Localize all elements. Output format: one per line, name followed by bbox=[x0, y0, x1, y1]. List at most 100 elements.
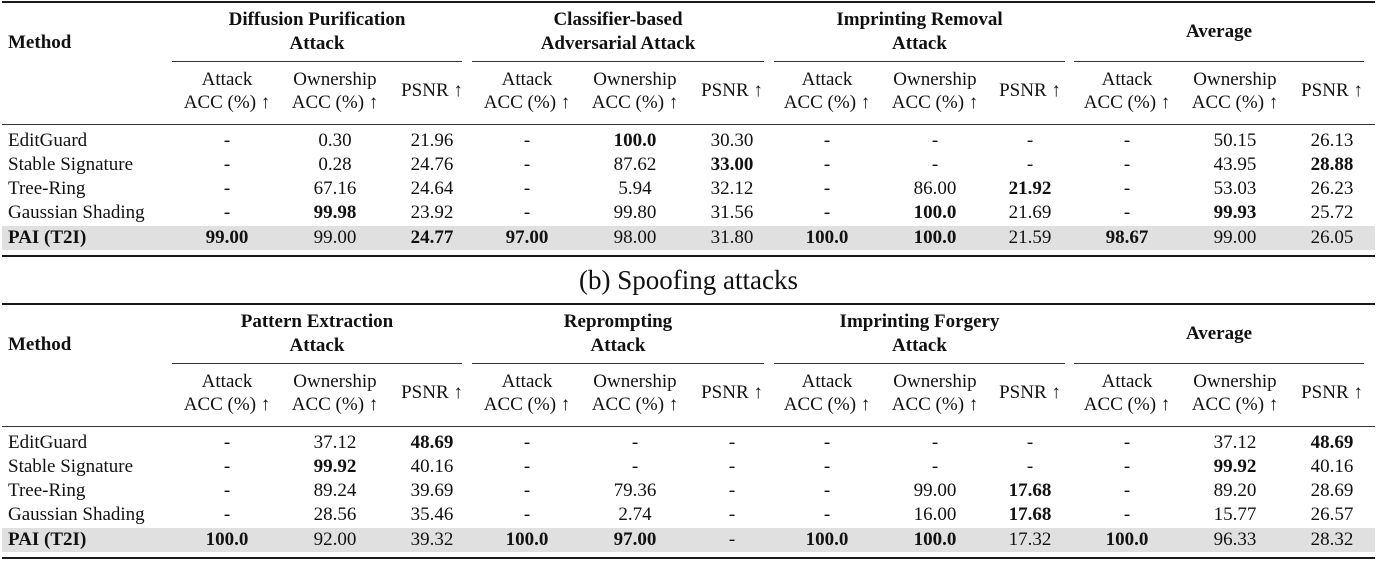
sub-header-line: ACC (%) ↑ bbox=[1083, 92, 1171, 113]
table-cell: - bbox=[823, 504, 831, 525]
sub-header-line: Attack bbox=[801, 69, 853, 90]
sub-header-line: Attack bbox=[501, 371, 553, 392]
table-cell: 17.68 bbox=[1008, 504, 1052, 525]
table-cell: 28.88 bbox=[1310, 154, 1354, 175]
method-name: EditGuard bbox=[8, 130, 88, 151]
table-row: Stable Signature - 99.92 40.16 - - - - - - - 99.92 4… bbox=[2, 455, 1375, 479]
group-header-line1: Average bbox=[1185, 21, 1253, 42]
table-cell: - bbox=[823, 130, 831, 151]
ownership-acc-header: Ownership ACC (%) ↑ bbox=[875, 68, 995, 114]
group-underline bbox=[172, 363, 462, 364]
table-cell: 17.32 bbox=[1008, 529, 1052, 550]
method-name: Tree-Ring bbox=[8, 480, 86, 501]
table-cell: - bbox=[523, 480, 531, 501]
table-cell: - bbox=[1123, 480, 1131, 501]
group-header: Average bbox=[1074, 322, 1364, 346]
top-rule bbox=[2, 1, 1375, 3]
table-caption-spoofing: (b) Spoofing attacks bbox=[579, 265, 798, 295]
sub-header-line: ACC (%) ↑ bbox=[183, 394, 271, 415]
sub-header-line: ACC (%) ↑ bbox=[783, 92, 871, 113]
group-header: Pattern Extraction Attack bbox=[172, 310, 462, 358]
table-cell: 100.0 bbox=[913, 202, 957, 223]
table-cell: - bbox=[931, 154, 939, 175]
ownership-acc-header: Ownership ACC (%) ↑ bbox=[575, 68, 695, 114]
table-cell: 99.00 bbox=[913, 480, 957, 501]
group-header-line2: Attack bbox=[289, 335, 345, 356]
table-cell: - bbox=[1026, 432, 1034, 453]
sub-header-line: ACC (%) ↑ bbox=[891, 394, 979, 415]
table-cell: 23.92 bbox=[410, 202, 454, 223]
sub-header-line: Ownership bbox=[293, 69, 377, 90]
table-cell: - bbox=[223, 504, 231, 525]
table-row: Tree-Ring - 67.16 24.64 - 5.94 32.12 - 86.00 21.9… bbox=[2, 177, 1375, 201]
table-cell: 50.15 bbox=[1213, 130, 1257, 151]
table-cell: - bbox=[1026, 456, 1034, 477]
table-cell: 48.69 bbox=[410, 432, 454, 453]
table-cell: - bbox=[728, 504, 736, 525]
table-cell: 24.76 bbox=[410, 154, 454, 175]
attack-acc-header: Attack ACC (%) ↑ bbox=[167, 370, 287, 416]
table-cell: - bbox=[223, 456, 231, 477]
table-cell: 21.92 bbox=[1008, 178, 1052, 199]
attack-acc-header: Attack ACC (%) ↑ bbox=[767, 68, 887, 114]
header-rule bbox=[2, 426, 1375, 427]
table-cell: 99.93 bbox=[1213, 202, 1257, 223]
table-cell: 99.00 bbox=[1213, 227, 1257, 248]
sub-header-line: Attack bbox=[201, 371, 253, 392]
table-cell: - bbox=[1026, 130, 1034, 151]
table-cell: 89.20 bbox=[1213, 480, 1257, 501]
table-cell: 15.77 bbox=[1213, 504, 1257, 525]
table-cell: 39.69 bbox=[410, 480, 454, 501]
attack-acc-header: Attack ACC (%) ↑ bbox=[767, 370, 887, 416]
group-header-line1: Average bbox=[1185, 323, 1253, 344]
table-cell: - bbox=[1123, 202, 1131, 223]
method-name: PAI (T2I) bbox=[8, 529, 87, 550]
table-cell: - bbox=[223, 480, 231, 501]
psnr-header: PSNR ↑ bbox=[1301, 80, 1363, 101]
sub-header-line: ACC (%) ↑ bbox=[183, 92, 271, 113]
method-name: Tree-Ring bbox=[8, 178, 86, 199]
table-cell: 86.00 bbox=[913, 178, 957, 199]
sub-header-line: ACC (%) ↑ bbox=[591, 394, 679, 415]
table-cell: - bbox=[823, 456, 831, 477]
table-cell: 0.28 bbox=[318, 154, 352, 175]
sub-header-line: ACC (%) ↑ bbox=[1191, 92, 1279, 113]
attack-acc-header: Attack ACC (%) ↑ bbox=[167, 68, 287, 114]
table-cell: - bbox=[823, 480, 831, 501]
ownership-acc-header: Ownership ACC (%) ↑ bbox=[275, 68, 395, 114]
psnr-header: PSNR ↑ bbox=[1301, 382, 1363, 403]
table-cell: 97.00 bbox=[613, 529, 657, 550]
group-header-line2: Attack bbox=[590, 335, 646, 356]
group-header-line1: Imprinting Removal bbox=[836, 9, 1003, 30]
table-cell: 98.00 bbox=[613, 227, 657, 248]
sub-header-line: ACC (%) ↑ bbox=[483, 394, 571, 415]
table-cell: - bbox=[931, 456, 939, 477]
psnr-header: PSNR ↑ bbox=[401, 80, 463, 101]
spoofing-table: Method Pattern Extraction Attack Attack ACC … bbox=[2, 302, 1375, 562]
table-cell: - bbox=[1123, 154, 1131, 175]
table-cell: 28.32 bbox=[1310, 529, 1354, 550]
table-cell: 99.00 bbox=[205, 227, 249, 248]
table-row: Tree-Ring - 89.24 39.69 - 79.36 - - 99.00 17.68 - 8… bbox=[2, 479, 1375, 503]
table-cell: 0.30 bbox=[318, 130, 352, 151]
table-cell: 31.80 bbox=[710, 227, 754, 248]
table-cell: 40.16 bbox=[410, 456, 454, 477]
group-underline bbox=[1074, 61, 1364, 62]
sub-header-line: ACC (%) ↑ bbox=[483, 92, 571, 113]
table-cell: - bbox=[523, 154, 531, 175]
sub-header-line: ACC (%) ↑ bbox=[291, 92, 379, 113]
table-cell: 21.96 bbox=[410, 130, 454, 151]
bottom-rule bbox=[2, 255, 1375, 257]
method-name: Gaussian Shading bbox=[8, 504, 145, 525]
group-underline bbox=[172, 61, 462, 62]
group-header-line2: Attack bbox=[892, 33, 947, 54]
attack-acc-header: Attack ACC (%) ↑ bbox=[1067, 68, 1187, 114]
group-header: Reprompting Attack bbox=[472, 310, 764, 358]
sub-header-line: ACC (%) ↑ bbox=[1083, 394, 1171, 415]
table-cell: - bbox=[523, 456, 531, 477]
ownership-acc-header: Ownership ACC (%) ↑ bbox=[875, 370, 995, 416]
ownership-acc-header: Ownership ACC (%) ↑ bbox=[575, 370, 695, 416]
table-cell: - bbox=[931, 130, 939, 151]
group-header-line2: Attack bbox=[289, 33, 345, 54]
sub-header-line: Attack bbox=[801, 371, 853, 392]
